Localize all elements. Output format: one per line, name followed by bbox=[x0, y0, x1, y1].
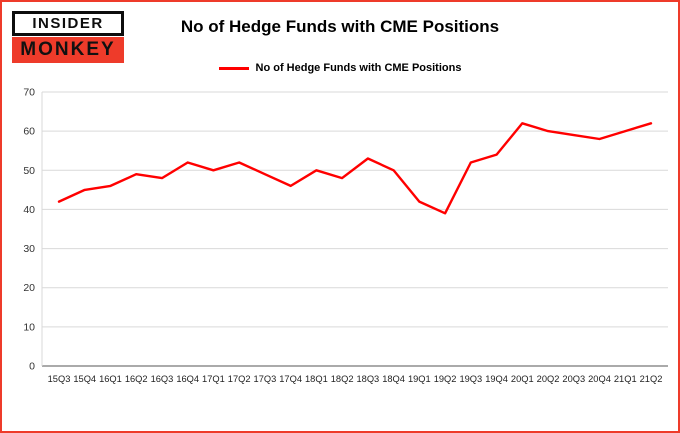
x-axis-tick-label: 20Q3 bbox=[562, 374, 585, 384]
x-axis-tick-label: 18Q1 bbox=[305, 374, 328, 384]
legend-line-swatch bbox=[218, 66, 249, 70]
x-axis-tick-label: 21Q2 bbox=[640, 374, 663, 384]
x-axis-tick-label: 17Q2 bbox=[228, 374, 251, 384]
x-axis-tick-label: 17Q3 bbox=[254, 374, 277, 384]
x-axis-tick-label: 18Q4 bbox=[382, 374, 405, 384]
x-axis-tick-label: 17Q1 bbox=[202, 374, 225, 384]
x-axis-tick-label: 18Q2 bbox=[331, 374, 354, 384]
x-axis-tick-label: 19Q2 bbox=[434, 374, 457, 384]
logo-monkey-text: MONKEY bbox=[12, 37, 124, 63]
y-axis-tick-label: 40 bbox=[23, 204, 35, 216]
x-axis-tick-label: 17Q4 bbox=[279, 374, 302, 384]
logo-insider-text: INSIDER bbox=[12, 11, 124, 36]
y-axis-tick-label: 10 bbox=[23, 321, 35, 333]
x-axis-tick-label: 21Q1 bbox=[614, 374, 637, 384]
y-axis-tick-label: 50 bbox=[23, 165, 35, 177]
x-axis-tick-label: 20Q4 bbox=[588, 374, 611, 384]
x-axis-tick-label: 16Q3 bbox=[151, 374, 174, 384]
y-axis-tick-label: 0 bbox=[29, 361, 35, 373]
x-axis-tick-label: 15Q3 bbox=[48, 374, 71, 384]
x-axis-tick-label: 16Q2 bbox=[125, 374, 148, 384]
y-axis-tick-label: 60 bbox=[23, 126, 35, 138]
y-axis-tick-label: 70 bbox=[23, 87, 35, 99]
x-axis-tick-label: 16Q1 bbox=[99, 374, 122, 384]
series-line bbox=[57, 122, 653, 215]
chart-title: No of Hedge Funds with CME Positions bbox=[180, 17, 500, 36]
x-axis-tick-label: 18Q3 bbox=[356, 374, 379, 384]
x-axis-tick-label: 16Q4 bbox=[176, 374, 199, 384]
legend-label: No of Hedge Funds with CME Positions bbox=[255, 62, 462, 74]
chart-legend: No of Hedge Funds with CME Positions bbox=[2, 62, 678, 74]
insider-monkey-logo: INSIDER MONKEY bbox=[12, 11, 124, 63]
x-axis-tick-label: 20Q2 bbox=[537, 374, 560, 384]
x-axis-tick-label: 20Q1 bbox=[511, 374, 534, 384]
x-axis-tick-label: 19Q4 bbox=[485, 374, 508, 384]
plot-area: 0 10 20 30 40 50 60 70 15Q3 15Q4 16Q1 16Q2 16Q3 16Q4 1… bbox=[8, 86, 676, 397]
x-axis-tick-label: 19Q1 bbox=[408, 374, 431, 384]
y-axis-tick-label: 20 bbox=[23, 282, 35, 294]
x-axis-tick-label: 19Q3 bbox=[459, 374, 482, 384]
y-axis-tick-label: 30 bbox=[23, 243, 35, 255]
x-axis-tick-label: 15Q4 bbox=[73, 374, 96, 384]
